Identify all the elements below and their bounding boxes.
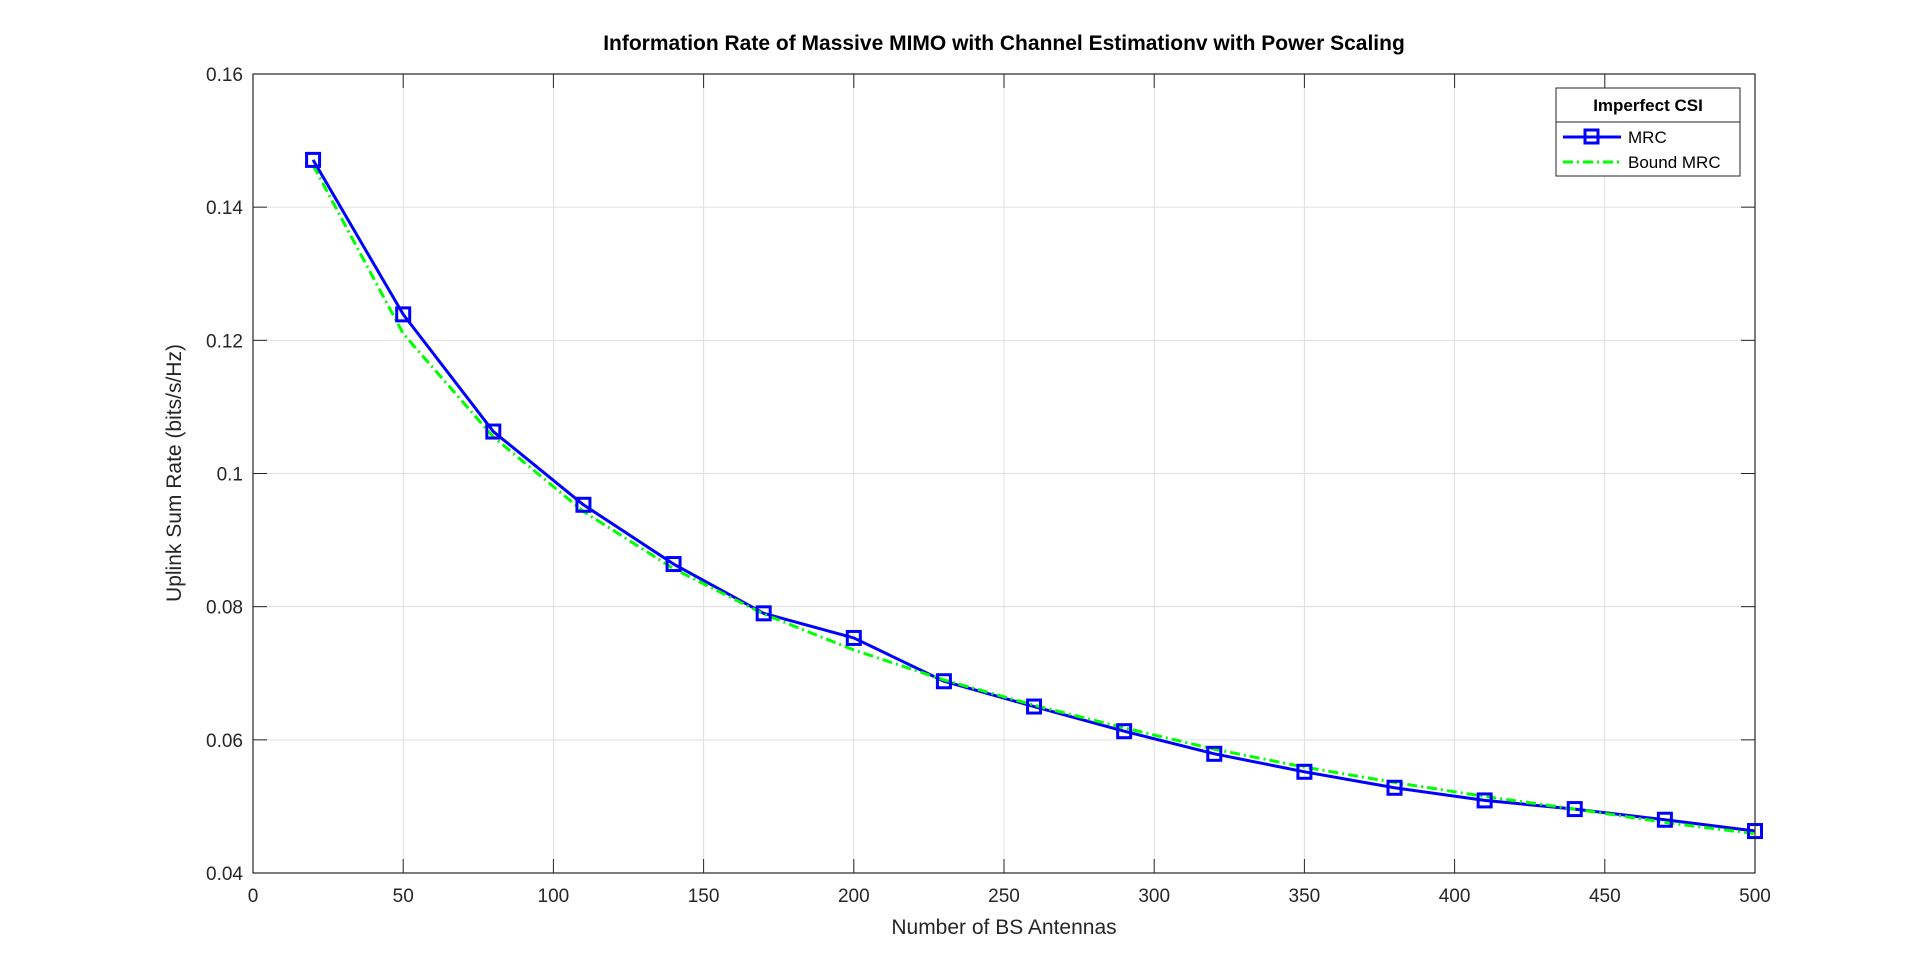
legend-title: Imperfect CSI — [1593, 96, 1703, 115]
series-markers — [305, 151, 1763, 840]
x-tick-label: 50 — [393, 886, 414, 907]
data-point-marker — [1206, 745, 1223, 762]
y-tick-label: 0.06 — [206, 731, 243, 752]
series-line-mrc — [311, 159, 1756, 833]
legend-bound-mrc-label: Bound MRC — [1628, 153, 1721, 172]
data-point-marker — [1386, 779, 1403, 796]
data-point-marker — [1566, 801, 1583, 818]
data-point-marker — [1026, 698, 1043, 715]
grid-lines — [253, 74, 1755, 873]
legend-mrc-marker — [1583, 128, 1600, 145]
chart-title: Information Rate of Massive MIMO with Ch… — [603, 32, 1405, 55]
y-tick-label: 0.12 — [206, 331, 243, 352]
data-point-marker — [305, 151, 322, 168]
data-point-marker — [935, 673, 952, 690]
data-point-marker — [665, 556, 682, 573]
legend: Imperfect CSI MRC Bound MRC — [1555, 87, 1741, 177]
data-point-marker — [575, 496, 592, 513]
y-tick-labels: 0.04 0.06 0.08 0.1 0.12 0.14 0.16 — [206, 65, 243, 885]
y-tick-label: 0.04 — [206, 864, 243, 885]
data-point-marker — [1296, 763, 1313, 780]
series-lines — [311, 159, 1756, 836]
series-line-bound-mrc — [311, 164, 1756, 836]
x-tick-labels: 0 50 100 150 200 250 300 350 400 450 500 — [248, 886, 1771, 907]
data-point-marker — [845, 629, 862, 646]
data-point-marker — [1476, 792, 1493, 809]
data-point-marker — [485, 423, 502, 440]
axis-ticks — [252, 73, 1756, 874]
data-point-marker — [1116, 723, 1133, 740]
x-tick-label: 300 — [1138, 886, 1170, 907]
y-tick-label: 0.1 — [217, 465, 243, 486]
x-tick-label: 350 — [1289, 886, 1321, 907]
x-tick-label: 400 — [1439, 886, 1471, 907]
x-tick-label: 200 — [838, 886, 870, 907]
x-tick-label: 450 — [1589, 886, 1621, 907]
data-point-marker — [1656, 811, 1673, 828]
y-tick-label: 0.16 — [206, 65, 243, 86]
y-axis-label: Uplink Sum Rate (bits/s/Hz) — [163, 344, 186, 602]
x-tick-label: 100 — [538, 886, 570, 907]
data-point-marker — [755, 605, 772, 622]
y-tick-label: 0.14 — [206, 198, 243, 219]
x-tick-label: 0 — [248, 886, 259, 907]
legend-mrc-label: MRC — [1628, 128, 1667, 147]
x-tick-label: 500 — [1739, 886, 1771, 907]
y-tick-label: 0.08 — [206, 598, 243, 619]
data-point-marker — [395, 306, 412, 323]
x-tick-label: 150 — [688, 886, 720, 907]
x-tick-label: 250 — [988, 886, 1020, 907]
x-axis-label: Number of BS Antennas — [891, 916, 1116, 939]
